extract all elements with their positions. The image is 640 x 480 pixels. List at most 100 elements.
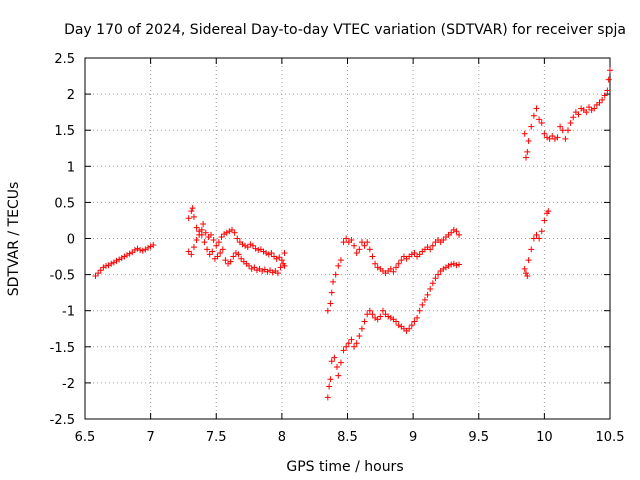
data-point	[385, 313, 392, 320]
data-point	[190, 244, 197, 251]
data-point	[353, 340, 360, 347]
data-point	[523, 270, 529, 277]
data-point	[231, 229, 238, 236]
data-point	[549, 132, 556, 139]
series-segment-3a	[324, 226, 463, 314]
series-segment-2a	[185, 205, 288, 264]
data-point	[334, 364, 340, 371]
x-tick-label: 10	[536, 430, 553, 445]
data-point	[250, 242, 256, 249]
data-point	[259, 267, 266, 274]
data-point	[239, 241, 246, 248]
data-point	[521, 265, 528, 272]
data-point	[328, 358, 335, 365]
data-point	[263, 249, 270, 256]
data-point	[116, 256, 123, 263]
data-point	[222, 257, 229, 264]
data-point	[193, 224, 200, 231]
data-point	[588, 106, 595, 113]
plot-frame	[84, 57, 611, 420]
data-point	[429, 242, 436, 249]
data-point	[356, 332, 363, 339]
data-point	[427, 286, 434, 293]
data-point	[327, 376, 334, 383]
data-point	[586, 104, 592, 111]
data-point	[324, 307, 331, 314]
data-point	[427, 246, 434, 253]
data-point	[387, 265, 394, 272]
data-point	[340, 347, 347, 354]
data-point	[242, 242, 249, 249]
data-point	[343, 343, 350, 350]
data-point	[198, 226, 205, 233]
data-point	[530, 112, 537, 119]
data-point	[591, 105, 598, 112]
data-point	[113, 257, 120, 264]
data-point	[332, 271, 339, 278]
data-point	[524, 273, 531, 280]
series-segment-2b	[185, 228, 288, 277]
data-point	[131, 247, 138, 254]
data-point	[538, 228, 545, 235]
data-point	[435, 271, 442, 278]
data-point	[201, 239, 208, 246]
data-point	[190, 213, 197, 220]
series-segment-4a	[521, 208, 552, 280]
data-point	[198, 231, 205, 238]
data-point	[364, 311, 371, 318]
data-point	[374, 316, 381, 323]
data-point	[273, 255, 280, 262]
data-point	[364, 239, 371, 246]
data-point	[335, 372, 342, 379]
data-point	[429, 280, 436, 287]
data-point	[142, 246, 149, 253]
data-point	[264, 268, 271, 275]
data-point	[188, 208, 195, 215]
data-point	[453, 228, 460, 235]
data-point	[387, 314, 394, 321]
data-point	[411, 249, 418, 256]
y-tick-label: 0	[67, 233, 75, 248]
data-point	[525, 138, 532, 145]
data-point	[416, 251, 423, 258]
data-point	[541, 130, 548, 137]
data-point	[217, 249, 224, 256]
data-point	[456, 231, 463, 238]
data-point	[193, 236, 200, 243]
data-point	[137, 247, 144, 254]
data-point	[369, 253, 376, 260]
data-point	[185, 215, 192, 222]
data-point	[232, 249, 239, 256]
y-tick-label: 2	[67, 88, 75, 103]
data-point	[248, 265, 255, 272]
x-tick-label: 6.5	[75, 430, 96, 445]
data-point	[440, 265, 447, 272]
data-point	[95, 270, 102, 277]
data-point	[202, 229, 209, 236]
x-tick-label: 9.5	[468, 430, 489, 445]
data-point	[536, 116, 543, 123]
data-point	[345, 340, 352, 347]
data-point	[366, 246, 373, 253]
data-point	[351, 343, 358, 350]
y-tick-label: -0.5	[50, 269, 75, 284]
data-point	[145, 244, 151, 251]
data-points	[92, 67, 613, 401]
data-point	[528, 123, 535, 130]
y-tick-label: -1	[62, 305, 75, 320]
data-point	[450, 260, 457, 267]
data-point	[440, 236, 447, 243]
data-point	[393, 264, 400, 271]
data-point	[235, 251, 242, 258]
series-segment-4b	[521, 67, 613, 161]
data-point	[546, 135, 553, 142]
data-point	[234, 235, 241, 242]
data-point	[278, 257, 285, 264]
y-tick-label: 0.5	[54, 196, 75, 211]
data-point	[395, 322, 402, 329]
data-point	[196, 228, 203, 235]
data-point	[276, 254, 283, 261]
data-point	[551, 135, 558, 142]
data-point	[139, 247, 146, 254]
